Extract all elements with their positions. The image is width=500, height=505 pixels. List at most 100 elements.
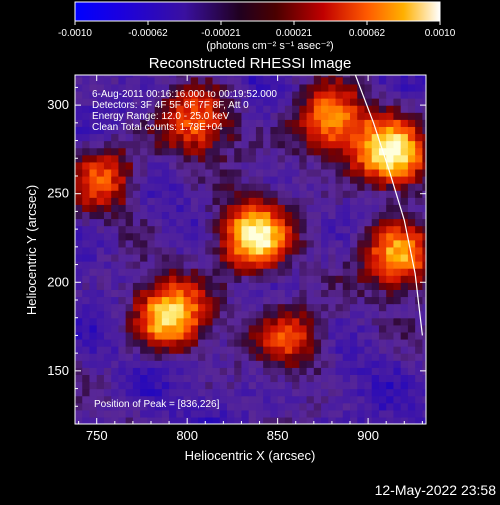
heatmap-cell	[118, 90, 127, 99]
heatmap-cell	[140, 324, 148, 333]
heatmap-cell	[350, 211, 358, 220]
heatmap-cell	[82, 190, 91, 198]
heatmap-cell	[342, 218, 351, 227]
heatmap-cell	[75, 75, 83, 78]
heatmap-cell	[147, 282, 156, 290]
heatmap-cell	[103, 395, 112, 404]
heatmap-cell	[190, 161, 199, 170]
heatmap-cell	[96, 253, 105, 262]
heatmap-cell	[284, 381, 293, 390]
heatmap-cell	[378, 190, 387, 198]
heatmap-cell	[364, 331, 373, 340]
heatmap-cell	[234, 161, 243, 170]
heatmap-cell	[313, 90, 322, 99]
heatmap-cell	[111, 133, 120, 142]
heatmap-cell	[75, 409, 83, 418]
heatmap-cell	[335, 98, 344, 106]
heatmap-cell	[205, 140, 214, 149]
heatmap-cell	[118, 253, 127, 262]
heatmap-cell	[393, 140, 402, 149]
heatmap-cell	[140, 409, 148, 418]
heatmap-cell	[284, 190, 293, 198]
heatmap-cell	[306, 218, 315, 227]
heatmap-cell	[277, 381, 286, 390]
heatmap-cell	[212, 183, 221, 191]
heatmap-cell	[183, 83, 192, 92]
heatmap-cell	[161, 211, 170, 220]
heatmap-cell	[118, 183, 127, 191]
heatmap-cell	[407, 76, 416, 85]
heatmap-cell	[350, 346, 358, 354]
heatmap-cell	[219, 261, 228, 269]
heatmap-cell	[132, 232, 141, 241]
heatmap-cell	[125, 204, 134, 213]
heatmap-cell	[357, 112, 366, 120]
heatmap-cell	[284, 239, 293, 248]
heatmap-cell	[407, 161, 416, 170]
heatmap-cell	[255, 310, 264, 319]
heatmap-cell	[378, 75, 387, 78]
heatmap-cell	[176, 154, 185, 163]
heatmap-cell	[292, 317, 300, 326]
heatmap-cell	[284, 310, 293, 319]
heatmap-cell	[407, 140, 416, 149]
heatmap-cell	[140, 289, 148, 298]
heatmap-cell	[335, 346, 344, 354]
heatmap-cell	[176, 197, 185, 205]
heatmap-cell	[96, 275, 105, 283]
heatmap-cell	[89, 239, 98, 248]
heatmap-cell	[82, 175, 91, 184]
heatmap-cell	[234, 402, 243, 411]
heatmap-cell	[263, 282, 271, 290]
heatmap-cell	[255, 175, 264, 184]
heatmap-cell	[277, 211, 286, 220]
heatmap-cell	[248, 381, 257, 390]
heatmap-cell	[342, 76, 351, 85]
heatmap-cell	[422, 261, 426, 269]
heatmap-cell	[75, 395, 83, 404]
heatmap-cell	[96, 190, 105, 198]
heatmap-cell	[393, 161, 402, 170]
heatmap-cell	[169, 190, 177, 198]
heatmap-cell	[284, 147, 293, 156]
heatmap-cell	[415, 239, 423, 248]
heatmap-cell	[292, 360, 300, 368]
heatmap-cell	[111, 154, 120, 163]
heatmap-cell	[299, 275, 308, 283]
heatmap-cell	[183, 168, 192, 177]
heatmap-cell	[176, 409, 185, 418]
heatmap-cell	[321, 338, 329, 347]
heatmap-cell	[357, 225, 366, 234]
heatmap-cell	[393, 296, 402, 305]
heatmap-cell	[299, 289, 308, 298]
heatmap-cell	[154, 204, 163, 213]
heatmap-cell	[342, 204, 351, 213]
heatmap-cell	[190, 360, 199, 368]
heatmap-cell	[277, 317, 286, 326]
heatmap-cell	[321, 133, 329, 142]
heatmap-cell	[386, 346, 395, 354]
heatmap-cell	[306, 367, 315, 375]
heatmap-cell	[270, 218, 279, 227]
heatmap-cell	[212, 90, 221, 99]
heatmap-cell	[183, 275, 192, 283]
heatmap-cell	[371, 282, 380, 290]
heatmap-cell	[350, 360, 358, 368]
heatmap-cell	[415, 232, 423, 241]
heatmap-cell	[328, 388, 337, 397]
x-tick-label: 750	[86, 428, 108, 443]
heatmap-cell	[248, 367, 257, 375]
heatmap-cell	[103, 324, 112, 333]
heatmap-cell	[393, 154, 402, 163]
heatmap-cell	[89, 232, 98, 241]
heatmap-cell	[407, 374, 416, 383]
heatmap-cell	[125, 388, 134, 397]
heatmap-cell	[270, 105, 279, 113]
heatmap-cell	[132, 75, 141, 78]
heatmap-cell	[407, 90, 416, 99]
heatmap-cell	[422, 289, 426, 298]
heatmap-cell	[161, 261, 170, 269]
heatmap-cell	[234, 374, 243, 383]
heatmap-cell	[147, 253, 156, 262]
heatmap-cell	[342, 338, 351, 347]
